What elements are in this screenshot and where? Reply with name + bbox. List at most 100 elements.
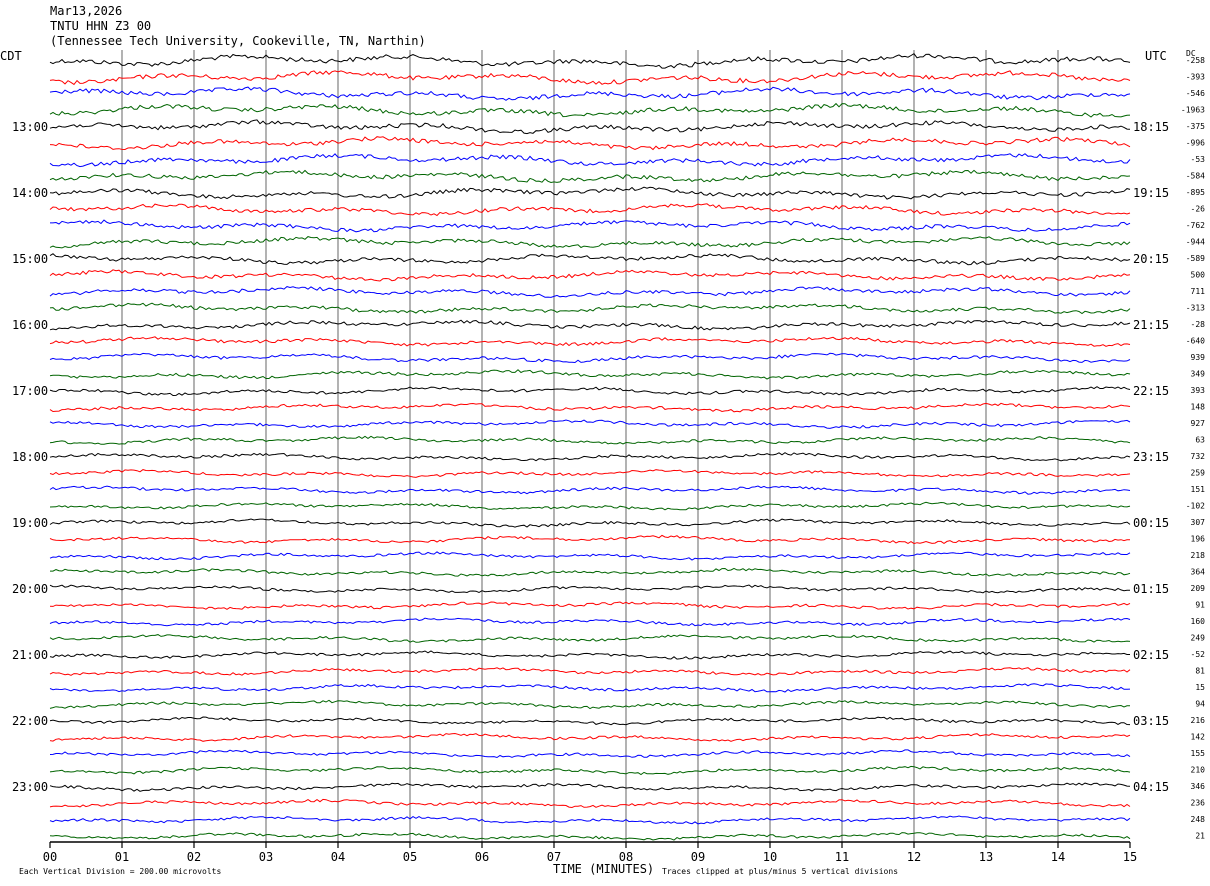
x-tick-label: 08 xyxy=(619,850,633,864)
left-hour-label: 13:00 xyxy=(12,120,48,134)
dc-offset-label: -895 xyxy=(1186,188,1205,197)
trace-row xyxy=(49,119,1131,135)
trace-row xyxy=(49,699,1131,710)
trace-row xyxy=(49,815,1131,825)
clip-note: Traces clipped at plus/minus 5 vertical … xyxy=(662,867,898,876)
dc-offset-label: 249 xyxy=(1191,634,1206,643)
trace-row xyxy=(49,798,1131,809)
x-tick-label: 11 xyxy=(835,850,849,864)
dc-offset-label: 15 xyxy=(1195,683,1205,692)
trace-row xyxy=(49,352,1131,364)
trace-row xyxy=(49,534,1130,545)
dc-offset-label: 155 xyxy=(1191,749,1206,758)
x-tick-label: 14 xyxy=(1051,850,1065,864)
left-hour-label: 14:00 xyxy=(12,186,48,200)
dc-offset-label: -53 xyxy=(1191,155,1206,164)
dc-offset-label: 346 xyxy=(1191,782,1206,791)
dc-offset-label: 307 xyxy=(1191,518,1206,527)
trace-row xyxy=(49,650,1130,660)
dc-offset-label: 216 xyxy=(1191,716,1206,725)
x-tick-label: 06 xyxy=(475,850,489,864)
dc-offset-label: -28 xyxy=(1191,320,1206,329)
header-station: TNTU HHN Z3 00 xyxy=(50,19,151,33)
dc-offset-label: 209 xyxy=(1191,584,1206,593)
right-utc-label: 20:15 xyxy=(1133,252,1169,266)
x-tick-label: 04 xyxy=(331,850,345,864)
header-location: (Tennessee Tech University, Cookeville, … xyxy=(50,34,426,48)
dc-offset-label: -102 xyxy=(1186,502,1205,511)
right-utc-label: 21:15 xyxy=(1133,318,1169,332)
trace-row xyxy=(49,269,1131,282)
trace-row xyxy=(49,518,1131,528)
trace-row xyxy=(49,667,1131,676)
dc-offset-label: -393 xyxy=(1186,73,1205,82)
trace-row xyxy=(50,567,1131,577)
right-utc-label: 23:15 xyxy=(1133,450,1169,464)
header-date: Mar13,2026 xyxy=(50,4,122,18)
trace-row xyxy=(49,53,1131,69)
x-tick-label: 00 xyxy=(43,850,57,864)
trace-row xyxy=(49,765,1131,776)
dc-offset-label: -375 xyxy=(1186,122,1205,131)
dc-offset-label: -313 xyxy=(1186,304,1205,313)
trace-row xyxy=(49,469,1131,478)
dc-offset-label: 63 xyxy=(1195,436,1205,445)
trace-row xyxy=(49,70,1131,86)
trace-row xyxy=(49,319,1131,331)
dc-offset-label: 248 xyxy=(1191,815,1206,824)
trace-row xyxy=(49,86,1131,101)
dc-offset-label: -52 xyxy=(1191,650,1206,659)
trace-row xyxy=(49,419,1131,429)
dc-offset-label: 364 xyxy=(1191,568,1206,577)
dc-offset-label: -996 xyxy=(1186,139,1205,148)
left-hour-label: 22:00 xyxy=(12,714,48,728)
dc-offset-label: -762 xyxy=(1186,221,1205,230)
seismic-traces xyxy=(49,53,1131,841)
right-utc-label: 02:15 xyxy=(1133,648,1169,662)
x-tick-label: 10 xyxy=(763,850,777,864)
left-hour-label: 23:00 xyxy=(12,780,48,794)
left-hour-label: 17:00 xyxy=(12,384,48,398)
dc-header-label: DC xyxy=(1186,49,1196,58)
x-tick-label: 03 xyxy=(259,850,273,864)
right-timezone-label: UTC xyxy=(1145,49,1167,63)
trace-row xyxy=(49,732,1131,742)
trace-row xyxy=(49,551,1131,561)
dc-offset-label: 349 xyxy=(1191,370,1206,379)
dc-offset-label: -584 xyxy=(1186,172,1205,181)
left-hour-label: 19:00 xyxy=(12,516,48,530)
dc-offset-label: 711 xyxy=(1191,287,1206,296)
x-tick-label: 09 xyxy=(691,850,705,864)
trace-row xyxy=(49,253,1131,266)
scale-note: Each Vertical Division = 200.00 microvol… xyxy=(19,867,221,876)
trace-row xyxy=(49,617,1131,627)
trace-row xyxy=(49,302,1131,315)
dc-offset-label: 236 xyxy=(1191,799,1206,808)
minute-grid-lines xyxy=(121,50,1059,842)
dc-offset-label: -640 xyxy=(1186,337,1205,346)
trace-row xyxy=(49,186,1131,200)
trace-row xyxy=(49,136,1131,151)
left-hour-label: 21:00 xyxy=(12,648,48,662)
dc-offset-label: 151 xyxy=(1191,485,1206,494)
right-utc-label: 00:15 xyxy=(1133,516,1169,530)
right-utc-label: 19:15 xyxy=(1133,186,1169,200)
dc-offset-label: 21 xyxy=(1195,832,1205,841)
dc-offset-label: 259 xyxy=(1191,469,1206,478)
trace-row xyxy=(49,286,1131,298)
trace-row xyxy=(49,386,1131,397)
right-utc-labels: 18:15 19:15 20:15 21:15 22:15 23:15 00:15 01:15… xyxy=(1133,120,1169,794)
trace-row xyxy=(49,102,1131,118)
dc-offset-label: -1963 xyxy=(1181,106,1205,115)
dc-offset-label: 142 xyxy=(1191,733,1206,742)
trace-row xyxy=(49,452,1131,462)
trace-row xyxy=(49,601,1131,610)
trace-row xyxy=(49,782,1131,792)
x-tick-label: 07 xyxy=(547,850,561,864)
dc-offset-label: 732 xyxy=(1191,452,1206,461)
left-hour-label: 20:00 xyxy=(12,582,48,596)
dc-offset-label: -944 xyxy=(1186,238,1205,247)
x-tick-label: 12 xyxy=(907,850,921,864)
dc-offset-label: -258 xyxy=(1186,56,1205,65)
